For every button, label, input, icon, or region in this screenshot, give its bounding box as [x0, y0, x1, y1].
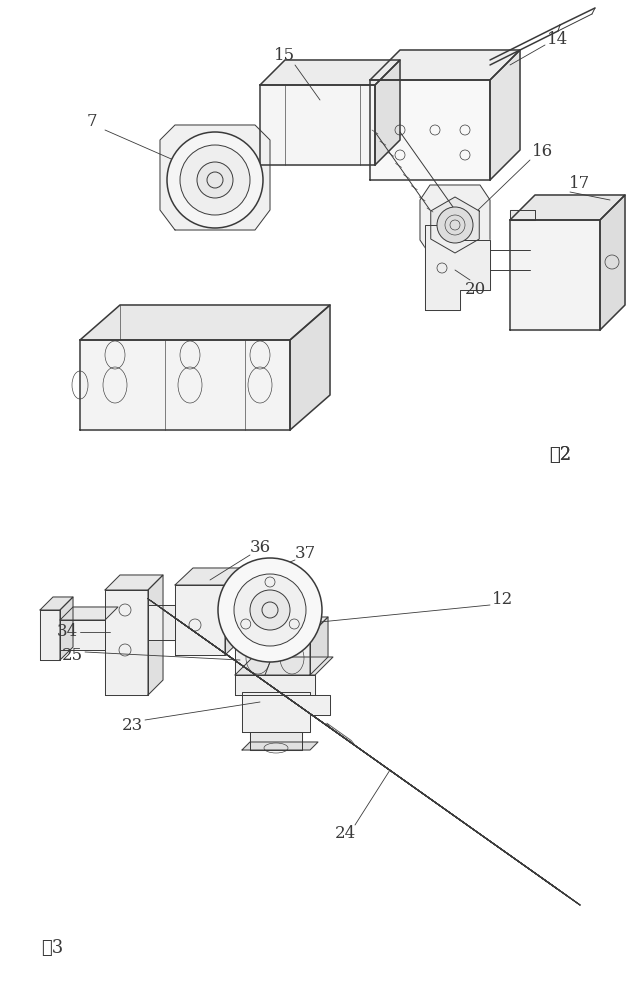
Polygon shape	[175, 568, 243, 585]
Polygon shape	[543, 878, 580, 905]
Text: 16: 16	[532, 143, 553, 160]
Text: 36: 36	[249, 540, 270, 556]
Polygon shape	[510, 195, 625, 220]
Polygon shape	[327, 723, 355, 746]
Text: 7: 7	[87, 113, 97, 130]
Polygon shape	[175, 585, 225, 655]
Text: 14: 14	[548, 31, 569, 48]
Polygon shape	[310, 617, 328, 675]
Polygon shape	[60, 597, 73, 660]
Polygon shape	[431, 197, 479, 253]
Polygon shape	[148, 605, 175, 640]
Polygon shape	[370, 50, 520, 80]
Polygon shape	[225, 568, 243, 655]
Polygon shape	[235, 657, 333, 675]
Polygon shape	[80, 340, 290, 430]
Polygon shape	[235, 635, 310, 675]
Polygon shape	[60, 607, 118, 620]
Polygon shape	[425, 225, 490, 310]
Polygon shape	[235, 675, 315, 695]
Polygon shape	[510, 220, 600, 330]
Text: 图3: 图3	[41, 939, 63, 957]
Polygon shape	[290, 305, 330, 430]
Circle shape	[234, 574, 306, 646]
Polygon shape	[250, 732, 302, 750]
Polygon shape	[420, 185, 490, 255]
Polygon shape	[148, 598, 557, 889]
Text: 图2: 图2	[549, 446, 571, 464]
Polygon shape	[510, 210, 535, 220]
Polygon shape	[60, 620, 105, 650]
Polygon shape	[162, 609, 569, 897]
Polygon shape	[40, 610, 60, 660]
Circle shape	[250, 590, 290, 630]
Text: 34: 34	[56, 624, 77, 641]
Circle shape	[180, 145, 250, 215]
Text: 24: 24	[334, 824, 356, 842]
Circle shape	[197, 162, 233, 198]
Polygon shape	[105, 575, 163, 590]
Polygon shape	[151, 601, 557, 889]
Polygon shape	[375, 60, 400, 165]
Text: 17: 17	[569, 176, 590, 192]
Circle shape	[218, 558, 322, 662]
Polygon shape	[175, 185, 190, 200]
Polygon shape	[40, 597, 73, 610]
Polygon shape	[174, 617, 580, 905]
Polygon shape	[235, 617, 328, 635]
Polygon shape	[370, 80, 490, 180]
Polygon shape	[242, 742, 318, 750]
Text: 12: 12	[493, 591, 514, 608]
Polygon shape	[260, 60, 400, 85]
Text: 20: 20	[465, 282, 486, 298]
Text: 23: 23	[121, 718, 142, 734]
Polygon shape	[80, 305, 330, 340]
Text: 15: 15	[274, 47, 296, 64]
Text: 图2: 图2	[549, 446, 571, 464]
Polygon shape	[600, 195, 625, 330]
Circle shape	[437, 207, 473, 243]
Polygon shape	[490, 50, 520, 180]
Text: 37: 37	[295, 544, 316, 562]
Polygon shape	[105, 590, 148, 695]
Text: 25: 25	[61, 647, 82, 664]
Polygon shape	[242, 692, 330, 732]
Polygon shape	[160, 125, 270, 230]
Circle shape	[167, 132, 263, 228]
Polygon shape	[148, 575, 163, 695]
Polygon shape	[260, 85, 375, 165]
